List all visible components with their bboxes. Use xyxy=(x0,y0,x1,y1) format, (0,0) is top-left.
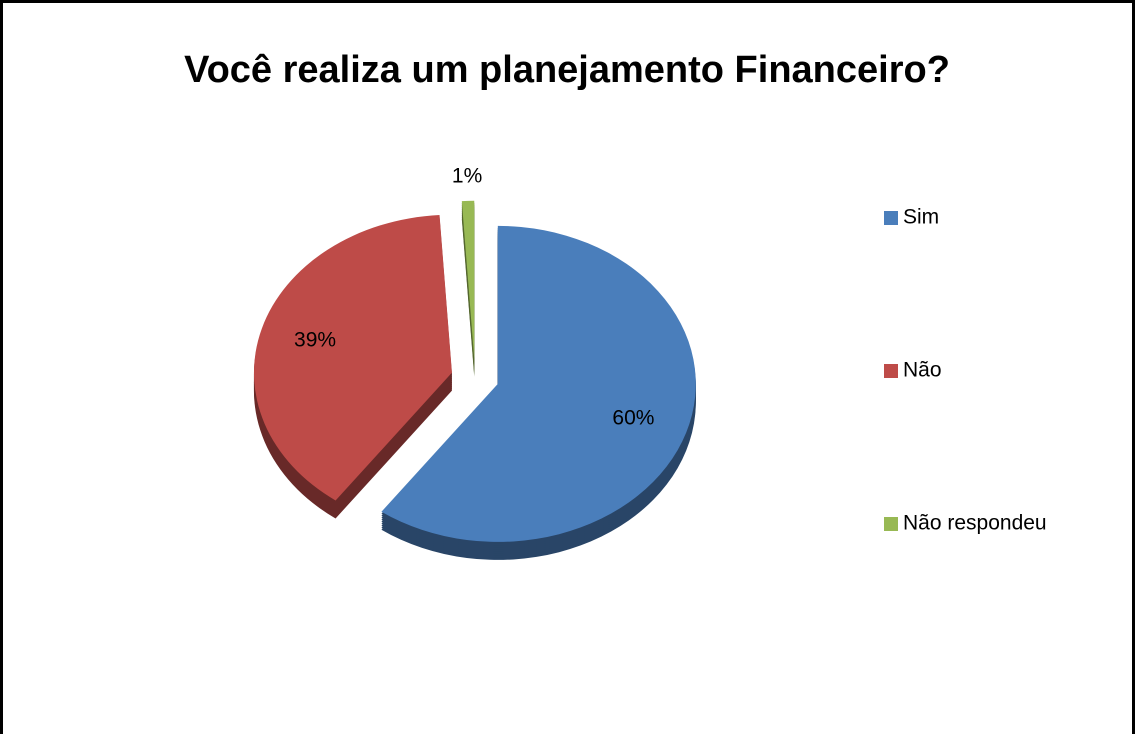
legend-label: Não xyxy=(903,359,942,382)
slice xyxy=(253,214,452,501)
data-label: 1% xyxy=(452,165,482,188)
legend-label: Não respondeu xyxy=(903,512,1047,535)
slice xyxy=(461,200,475,359)
chart-title: Você realiza um planejamento Financeiro? xyxy=(184,49,950,91)
legend-label: Sim xyxy=(903,206,939,229)
data-label: 39% xyxy=(294,328,336,351)
data-label: 60% xyxy=(612,407,654,430)
legend-swatch xyxy=(884,517,898,531)
legend-swatch xyxy=(884,364,898,378)
slice xyxy=(381,225,696,542)
legend-swatch xyxy=(884,211,898,225)
